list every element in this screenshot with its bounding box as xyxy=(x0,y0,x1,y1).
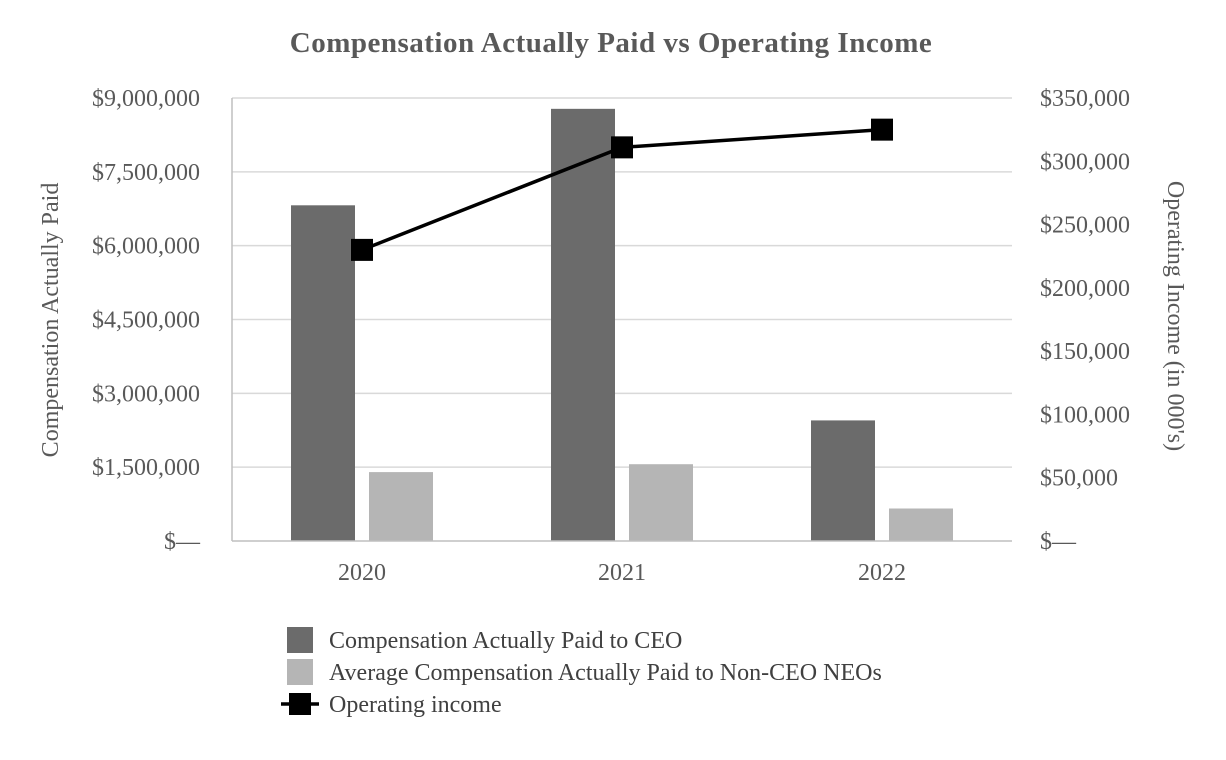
legend-swatch xyxy=(287,627,313,653)
y2-tick-label: $200,000 xyxy=(1040,276,1130,302)
operating-income-marker xyxy=(871,118,893,141)
x-tick-label: 2020 xyxy=(338,560,386,586)
y2-tick-label: $100,000 xyxy=(1040,402,1130,428)
y-tick-label: $— xyxy=(164,529,201,555)
y2-axis-title: Operating Income (in 000's) xyxy=(1162,181,1188,451)
legend: Compensation Actually Paid to CEO Average… xyxy=(281,627,882,718)
y-tick-labels: $— $1,500,000 $3,000,000 $4,500,000 $6,000,0… xyxy=(92,86,201,555)
bars xyxy=(291,108,953,541)
chart-title: Compensation Actually Paid vs Operating … xyxy=(290,27,933,59)
ceo-bar xyxy=(551,108,615,541)
y-tick-label: $3,000,000 xyxy=(92,381,200,407)
neo-bar xyxy=(889,508,953,541)
x-tick-label: 2021 xyxy=(598,560,646,586)
legend-marker xyxy=(289,693,311,715)
y-tick-label: $6,000,000 xyxy=(92,234,200,260)
legend-label: Operating income xyxy=(329,692,502,718)
operating-income-marker xyxy=(611,136,633,159)
y-tick-label: $1,500,000 xyxy=(92,455,200,481)
y-tick-label: $7,500,000 xyxy=(92,160,200,186)
y-tick-label: $4,500,000 xyxy=(92,308,200,334)
ceo-bar xyxy=(811,420,875,541)
x-tick-labels: 2020 2021 2022 xyxy=(338,560,906,586)
ceo-bar xyxy=(291,205,355,541)
neo-bar xyxy=(369,472,433,541)
operating-income-line xyxy=(351,118,893,261)
neo-bar xyxy=(629,464,693,541)
operating-income-marker xyxy=(351,238,373,261)
y2-tick-label: $150,000 xyxy=(1040,339,1130,365)
y2-tick-labels: $— $50,000 $100,000 $150,000 $200,000 $250,00… xyxy=(1040,86,1130,555)
y2-tick-label: $250,000 xyxy=(1040,213,1130,239)
legend-label: Compensation Actually Paid to CEO xyxy=(329,628,682,654)
y2-tick-label: $350,000 xyxy=(1040,86,1130,112)
y-tick-label: $9,000,000 xyxy=(92,86,200,112)
legend-swatch xyxy=(287,659,313,685)
y-axis-title: Compensation Actually Paid xyxy=(38,183,64,458)
y2-tick-label: $50,000 xyxy=(1040,466,1118,492)
y2-tick-label: $300,000 xyxy=(1040,149,1130,175)
y2-tick-label: $— xyxy=(1040,529,1077,555)
legend-label: Average Compensation Actually Paid to No… xyxy=(329,660,882,686)
x-tick-label: 2022 xyxy=(858,560,906,586)
